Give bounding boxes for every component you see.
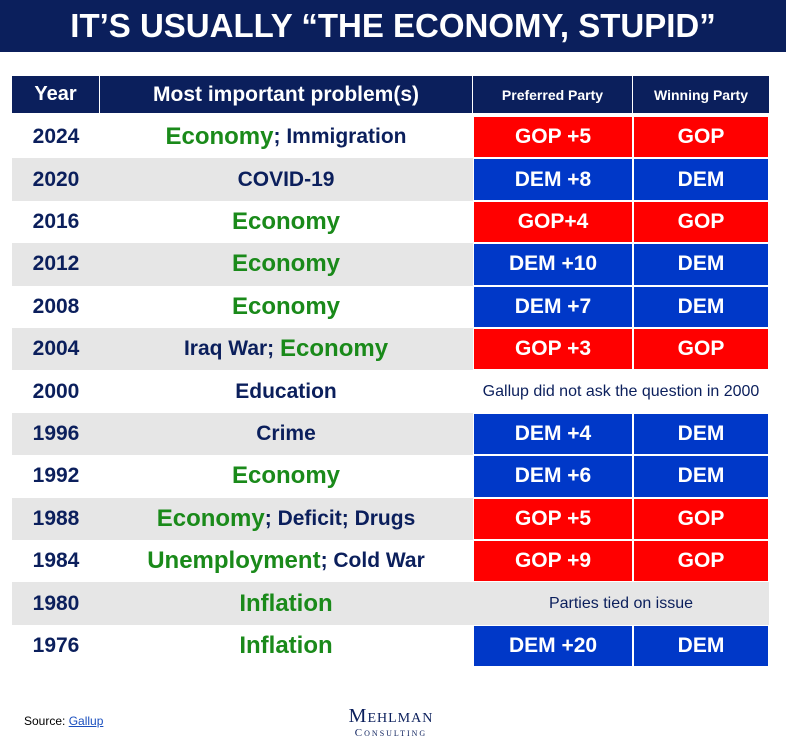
winning-party-cell: GOP (633, 328, 769, 371)
table-row: 2020 COVID-19 DEM +8 DEM (12, 158, 769, 201)
logo: Mehlman Consulting (330, 706, 452, 740)
other-issue: Education (235, 379, 337, 403)
table-row: 2024 Economy; Immigration GOP +5 GOP (12, 116, 769, 159)
preferred-party-cell: DEM +7 (473, 285, 633, 328)
row-shading (12, 158, 473, 201)
other-issue: Crime (256, 421, 316, 445)
other-issue: Iraq War; (183, 337, 281, 361)
other-issue: ; Deficit; Drugs (264, 506, 416, 530)
winning-party-cell: DEM (633, 412, 769, 456)
table-row: 1976 Inflation DEM +20 DEM (12, 624, 769, 668)
year-cell: 2024 (32, 125, 80, 149)
year-cell: 2000 (32, 379, 80, 403)
economic-issue: Economy (156, 504, 265, 532)
row-shading (12, 412, 473, 456)
year-cell: 2020 (32, 167, 80, 191)
table-row: 2012 Economy DEM +10 DEM (12, 243, 769, 286)
table-row: 1980 Inflation Parties tied on issue (12, 582, 769, 625)
source-link[interactable]: Gallup (68, 714, 104, 728)
preferred-party-cell: DEM +10 (473, 243, 633, 286)
problem-cell: Economy (100, 286, 472, 328)
problem-cell: Inflation (100, 582, 472, 624)
table-row: 1988 Economy; Deficit; Drugs GOP +5 GOP (12, 497, 769, 540)
other-issue: COVID-19 (237, 167, 335, 191)
problem-cell: Education (100, 370, 472, 412)
preferred-party-cell: DEM +6 (473, 455, 633, 498)
table-row: 2000 Education Gallup did not ask the ques… (12, 370, 769, 412)
problem-cell: Unemployment; Cold War (100, 540, 472, 582)
preferred-party-cell: GOP +5 (473, 116, 633, 159)
year-cell: 1992 (32, 464, 80, 488)
problem-cell: Economy; Deficit; Drugs (100, 498, 472, 540)
year-cell: 1996 (32, 421, 80, 445)
preferred-party-cell: GOP +9 (473, 540, 633, 583)
year-cell: 2008 (32, 294, 80, 318)
header-preferred-party: Preferred Party (473, 76, 632, 113)
year-cell: 2004 (32, 337, 80, 361)
economic-issue: Economy (231, 207, 341, 235)
economic-issue: Economy (280, 335, 389, 363)
problem-cell: Economy (100, 455, 472, 497)
problem-cell: Economy; Immigration (100, 116, 472, 158)
winning-party-cell: GOP (633, 116, 769, 159)
preferred-party-cell: DEM +4 (473, 412, 633, 456)
economic-issue: Inflation (239, 589, 333, 617)
winning-party-cell: DEM (633, 243, 769, 286)
winning-party-cell: DEM (633, 624, 769, 668)
row-shading (12, 328, 473, 371)
header-row: Year Most important problem(s) Preferred… (12, 76, 769, 113)
preferred-party-cell: GOP +5 (473, 497, 633, 540)
note-cell: Gallup did not ask the question in 2000 (482, 382, 760, 400)
economic-issue: Inflation (239, 631, 333, 659)
header-problems: Most important problem(s) (100, 76, 472, 113)
logo-line2: Consulting (354, 727, 428, 739)
row-shading (12, 497, 473, 540)
year-cell: 1984 (32, 549, 80, 573)
preferred-party-cell: DEM +20 (473, 624, 633, 668)
header-year: Year (12, 76, 99, 113)
economic-issue: Economy (231, 250, 341, 278)
problem-cell: Economy (100, 243, 472, 285)
winning-party-cell: DEM (633, 455, 769, 498)
preferred-party-cell: DEM +8 (473, 158, 633, 201)
economic-issue: Economy (231, 292, 341, 320)
winning-party-cell: DEM (633, 158, 769, 201)
problem-cell: Inflation (100, 625, 472, 667)
table-row: 1992 Economy DEM +6 DEM (12, 455, 769, 498)
source-label: Source: (24, 714, 66, 728)
economic-issue: Economy (231, 462, 341, 490)
logo-line1: Mehlman (348, 705, 434, 727)
year-cell: 1976 (32, 633, 80, 657)
year-cell: 2016 (32, 209, 80, 233)
preferred-party-cell: GOP+4 (473, 200, 633, 244)
economic-issue: Unemployment (147, 547, 321, 575)
source-note: Source: Gallup (24, 714, 103, 728)
table-row: 2008 Economy DEM +7 DEM (12, 285, 769, 328)
header-winning-party: Winning Party (633, 76, 769, 113)
economic-issue: Economy (165, 123, 274, 151)
table-row: 2004 Iraq War; Economy GOP +3 GOP (12, 328, 769, 371)
winning-party-cell: DEM (633, 285, 769, 328)
table-row: 2016 Economy GOP+4 GOP (12, 200, 769, 244)
preferred-party-cell: GOP +3 (473, 328, 633, 371)
year-cell: 1988 (32, 506, 80, 530)
row-shading (12, 582, 769, 625)
other-issue: ; Immigration (273, 125, 407, 149)
table-row: 1984 Unemployment; Cold War GOP +9 GOP (12, 540, 769, 583)
winning-party-cell: GOP (633, 540, 769, 583)
winning-party-cell: GOP (633, 497, 769, 540)
other-issue: ; Cold War (320, 549, 425, 573)
problem-cell: Economy (100, 201, 472, 243)
row-shading (12, 243, 473, 286)
problem-cell: Iraq War; Economy (100, 328, 472, 370)
winning-party-cell: GOP (633, 200, 769, 244)
year-cell: 2012 (32, 252, 80, 276)
page-title: IT’S USUALLY “THE ECONOMY, STUPID” (0, 0, 786, 52)
problem-cell: Crime (100, 413, 472, 455)
note-cell: Parties tied on issue (548, 594, 694, 612)
problem-cell: COVID-19 (100, 158, 472, 200)
table-row: 1996 Crime DEM +4 DEM (12, 412, 769, 456)
year-cell: 1980 (32, 591, 80, 615)
